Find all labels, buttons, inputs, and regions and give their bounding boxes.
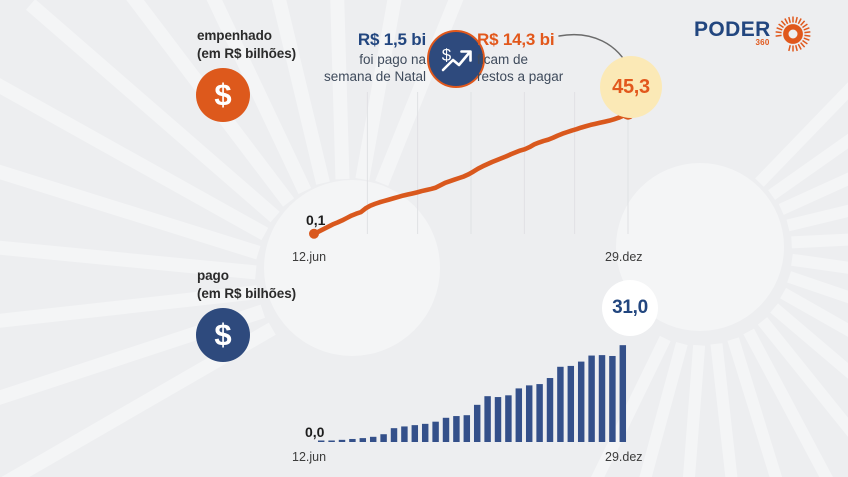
bar-chart-bar xyxy=(473,404,481,442)
dollar-symbol: $ xyxy=(214,316,232,352)
bar-chart-end-date: 29.dez xyxy=(605,450,643,464)
logo-wordmark: PODER 360 xyxy=(694,18,771,47)
sunburst-ring-icon xyxy=(775,16,811,52)
section-title-empenhado: empenhado (em R$ bilhões) xyxy=(197,27,296,63)
bar-chart-bar xyxy=(380,434,387,442)
callout-left-amount: R$ 1,5 bi xyxy=(357,30,426,49)
bar-chart-bar xyxy=(494,397,502,442)
line-chart-start-value: 0,1 xyxy=(306,212,326,228)
bar-chart-bar xyxy=(328,440,335,442)
bar-chart-bar xyxy=(349,438,356,442)
logo-subtext: 360 xyxy=(755,38,770,47)
bar-chart-bar xyxy=(567,365,575,442)
bar-chart-bar xyxy=(484,396,491,442)
bar-chart-bar xyxy=(359,438,367,442)
section-title-empenhado-sub: (em R$ bilhões) xyxy=(197,45,297,61)
bar-chart-bar xyxy=(609,355,616,442)
line-chart-start-point xyxy=(309,228,319,239)
poder360-logo: PODER 360 xyxy=(694,16,811,52)
callout-left-line1: foi pago na xyxy=(359,51,426,67)
bar-chart-bar xyxy=(515,388,523,442)
line-chart-gridlines xyxy=(366,92,629,234)
bar-chart-bar xyxy=(421,423,429,442)
bar-chart-end-value-badge: 31,0 xyxy=(602,280,658,336)
line-chart-end-date: 29.dez xyxy=(605,250,643,264)
svg-text:$: $ xyxy=(442,46,452,65)
section-title-empenhado-main: empenhado xyxy=(197,28,272,43)
bar-chart-bar xyxy=(338,439,346,442)
callout-right-line2: restos a pagar xyxy=(477,69,564,85)
bar-chart-start-date: 12.jun xyxy=(292,450,327,464)
callout-right-line1: ficam de xyxy=(477,51,529,67)
logo-text: PODER xyxy=(694,18,771,41)
bar-chart-bar xyxy=(505,395,512,442)
dollar-symbol: $ xyxy=(214,76,232,112)
bar-chart-bar xyxy=(369,436,377,442)
bar-chart-bar xyxy=(442,417,450,442)
bar-chart-bar xyxy=(317,440,325,442)
bar-chart-bar xyxy=(411,425,419,442)
callout-left: R$ 1,5 bi foi pago na semana de Natal xyxy=(304,29,426,85)
bar-chart-bar xyxy=(598,355,606,442)
bar-chart-start-value: 0,0 xyxy=(305,424,325,440)
bar-chart-bar xyxy=(557,366,564,442)
bar-chart-bar xyxy=(463,415,471,442)
bar-chart-bar xyxy=(536,384,543,442)
dollar-coin-icon-empenhado: $ xyxy=(196,68,250,122)
line-chart-end-value-badge: 45,3 xyxy=(600,56,662,118)
section-title-pago-main: pago xyxy=(197,268,229,283)
bar-chart-bar xyxy=(525,385,533,442)
line-chart-start-date: 12.jun xyxy=(292,250,327,264)
dollar-trend-up-icon: $ xyxy=(427,30,485,88)
bar-chart-bar xyxy=(619,345,627,442)
callout-right: R$ 14,3 bi ficam de restos a pagar xyxy=(477,29,597,85)
dollar-coin-icon-pago: $ xyxy=(196,308,250,362)
line-chart-series xyxy=(311,110,631,237)
bar-chart-bar xyxy=(390,428,398,442)
bar-chart-pago xyxy=(317,345,627,442)
bar-chart-bar xyxy=(588,355,595,442)
line-chart-empenhado xyxy=(309,92,635,239)
section-title-pago-sub: (em R$ bilhões) xyxy=(197,285,297,301)
bar-chart-series xyxy=(317,345,627,442)
bar-chart-bar xyxy=(453,416,460,442)
callout-right-amount: R$ 14,3 bi xyxy=(477,30,555,49)
callout-left-line2: semana de Natal xyxy=(323,69,426,85)
bar-chart-bar xyxy=(577,361,585,442)
bar-chart-bar xyxy=(401,426,408,442)
bar-chart-bar xyxy=(432,421,439,442)
bar-chart-bar xyxy=(546,378,554,442)
section-title-pago: pago (em R$ bilhões) xyxy=(197,267,296,303)
